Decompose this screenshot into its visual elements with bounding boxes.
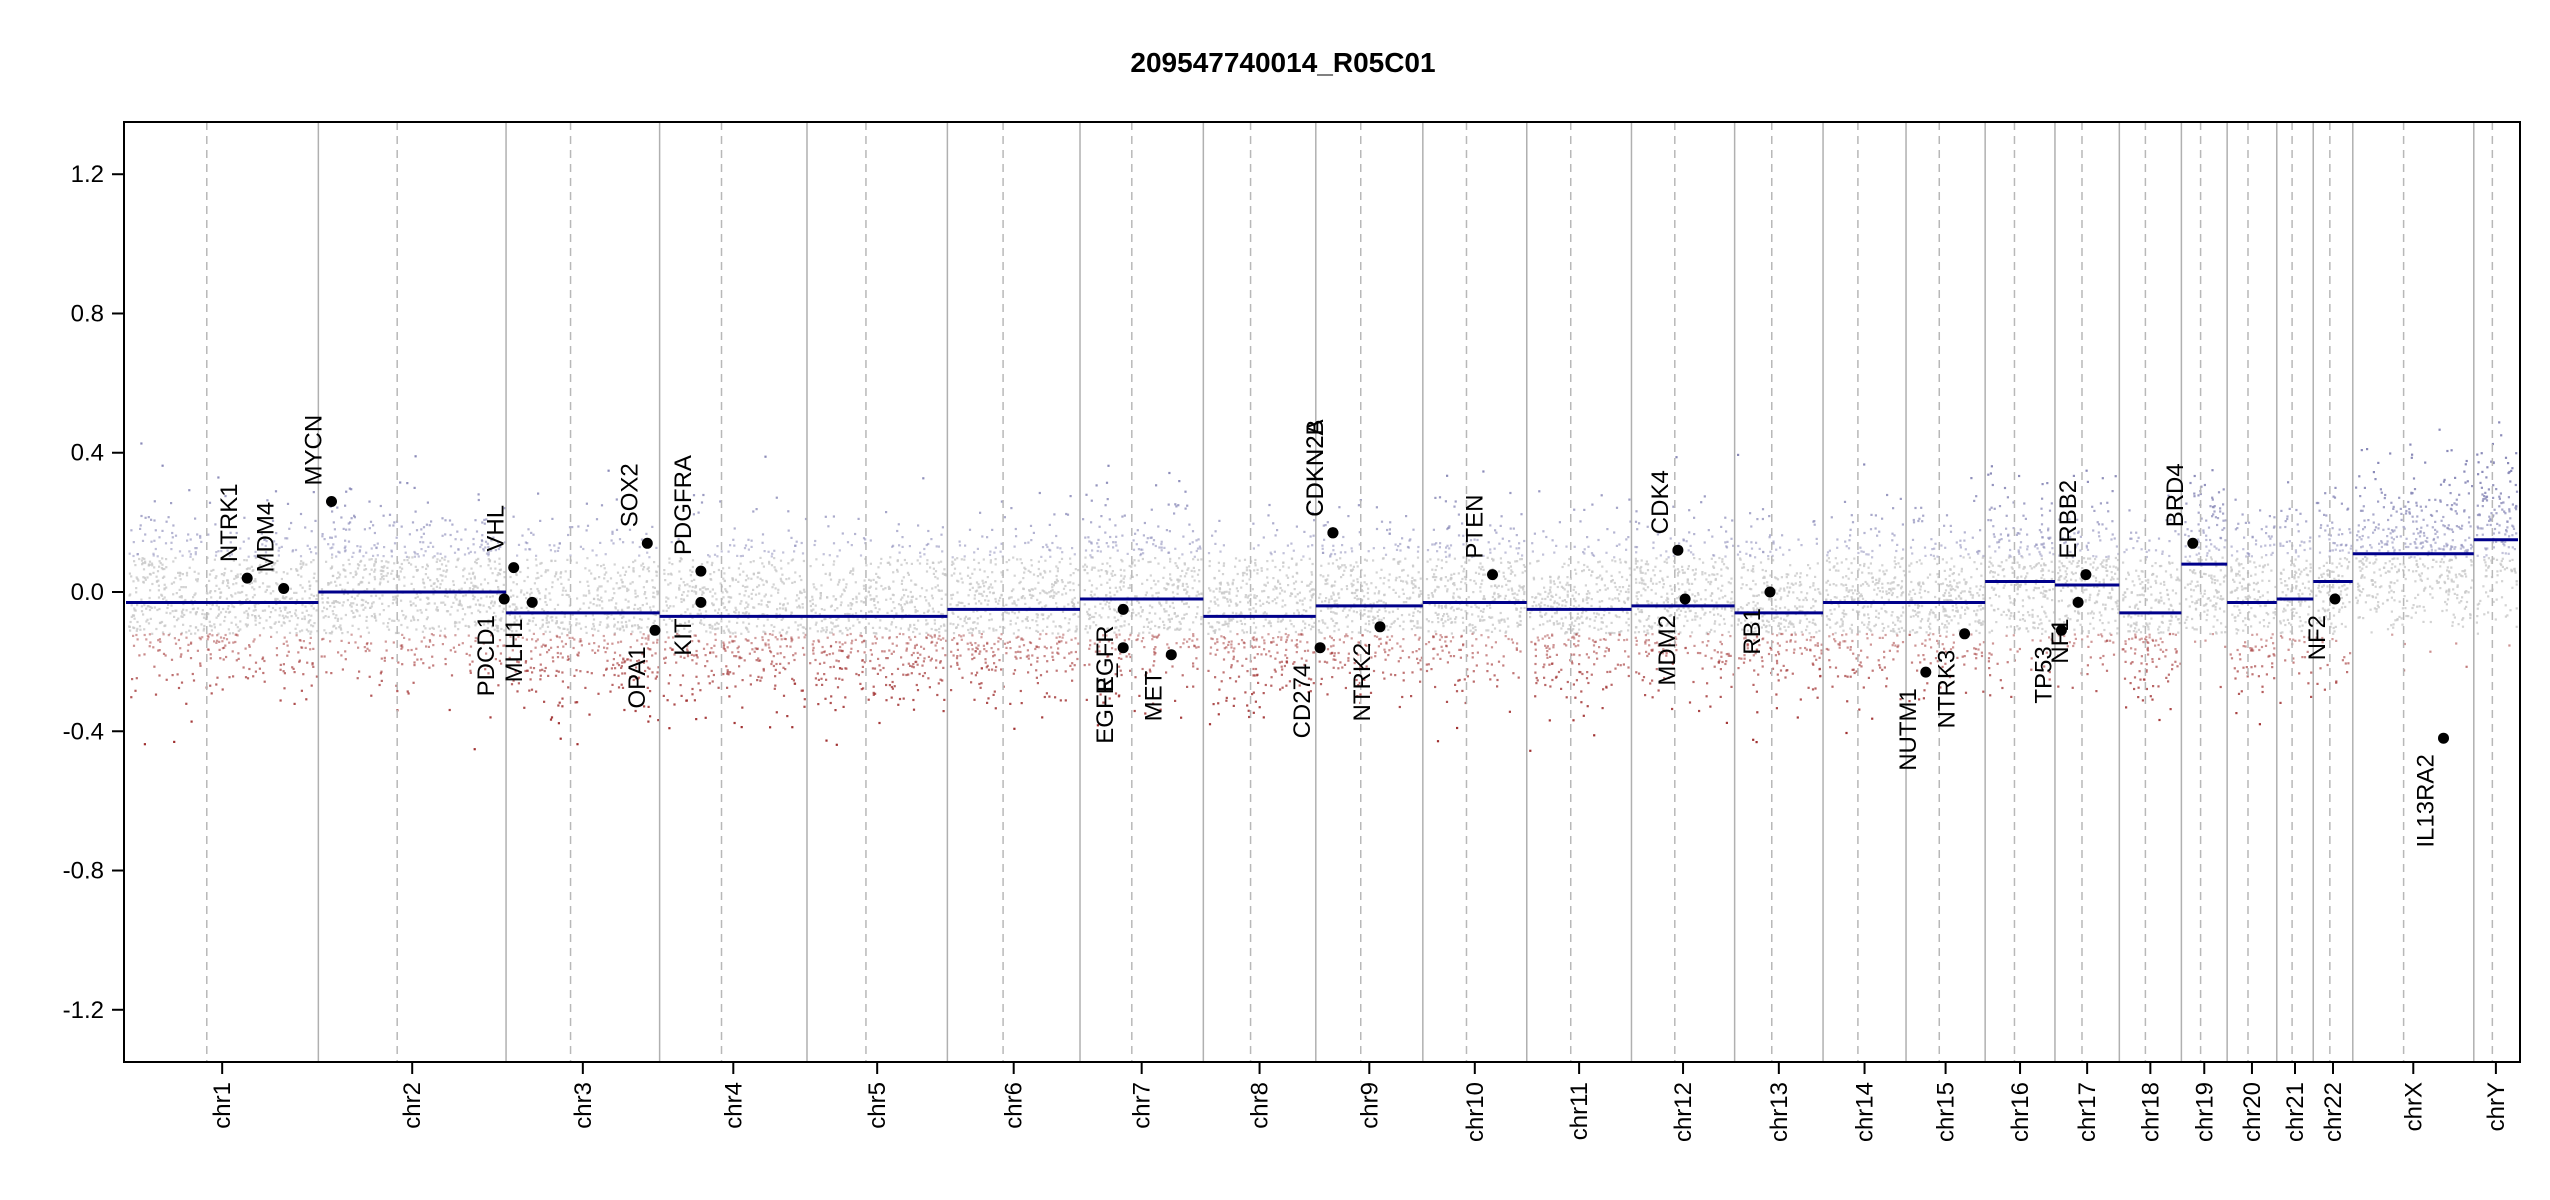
neutral-probes: [128, 556, 2518, 635]
chromosome-label: chr11: [1566, 1082, 1593, 1140]
segment-lines: [126, 538, 2518, 618]
gene-point: [2187, 537, 2199, 549]
gene-label: SOX2: [616, 463, 643, 527]
gene-label: NUTM1: [1895, 688, 1922, 771]
gene-point: [1165, 649, 1177, 661]
y-tick-label: -0.8: [63, 858, 104, 885]
chromosome-label: chr14: [1852, 1082, 1879, 1142]
gene-point: [2329, 593, 2341, 605]
chromosome-label: chr22: [2320, 1082, 2347, 1142]
gene-point: [1327, 527, 1339, 539]
gene-label: CDKN2A: [1302, 419, 1329, 516]
gene-point: [1117, 603, 1129, 615]
gain-probes: [128, 421, 2519, 559]
chromosome-label: chr19: [2191, 1082, 2218, 1142]
chromosome-label: chr6: [1001, 1082, 1028, 1129]
gene-label: VHL: [483, 505, 510, 552]
y-tick-label: 1.2: [71, 161, 104, 188]
gene-point: [649, 624, 661, 636]
gene-point: [278, 583, 290, 594]
gene-point: [2055, 624, 2067, 636]
gene-label: PDCD1: [473, 615, 500, 696]
gene-point: [641, 537, 653, 549]
gene-label: BRD4: [2162, 463, 2189, 527]
gene-point: [695, 565, 707, 577]
chromosome-label: chr12: [1670, 1082, 1697, 1142]
gene-label: IL13RA2: [2413, 754, 2440, 847]
y-tick-label: -0.4: [63, 718, 104, 745]
chromosome-label: chr21: [2282, 1082, 2309, 1142]
chromosome-label: chr20: [2239, 1082, 2266, 1142]
gene-point: [2072, 596, 2084, 608]
chromosome-label: chr15: [1933, 1082, 1960, 1142]
chromosome-label: chrX: [2400, 1082, 2427, 1131]
chromosome-label: chr10: [1462, 1082, 1489, 1142]
y-tick-label: 0.0: [71, 579, 104, 606]
gene-point: [1672, 544, 1684, 556]
chromosome-label: chr8: [1247, 1082, 1274, 1129]
gene-point: [526, 596, 538, 608]
gene-label: ERBB2: [2055, 480, 2082, 559]
chromosome-label: chr1: [209, 1082, 236, 1129]
gene-label: MDM2: [1654, 615, 1681, 686]
y-tick-label: -1.2: [63, 997, 104, 1024]
chromosome-label: chr9: [1356, 1082, 1383, 1129]
chromosome-label: chrY: [2483, 1082, 2510, 1131]
gene-point: [1679, 593, 1691, 605]
chromosome-boundaries: [206, 122, 2494, 1062]
y-axis: 1.2 0.8 0.4 0.0 -0.4 -0.8 -1.2: [63, 161, 124, 1024]
chart-title: 209547740014_R05C01: [1130, 47, 1435, 78]
gene-label: CDK4: [1647, 470, 1674, 534]
gene-label: PTEN: [1462, 495, 1489, 559]
gene-point: [2080, 569, 2092, 581]
gene-point: [695, 596, 707, 608]
x-axis: chr1 chr2 chr3 chr4 chr5 chr6 chr7 chr8 chr9 chr1…: [209, 1062, 2510, 1142]
gene-point: [1959, 628, 1971, 640]
y-tick-label: 0.8: [71, 300, 104, 327]
gene-label: CD274: [1289, 664, 1316, 739]
chromosome-label: chr17: [2074, 1082, 2101, 1142]
gene-point: [498, 593, 510, 605]
gene-point: [326, 496, 337, 507]
chromosome-label: chr3: [570, 1082, 597, 1129]
gene-point: [1487, 569, 1498, 581]
chromosome-label: chr7: [1129, 1082, 1156, 1129]
chromosome-label: chr18: [2137, 1082, 2164, 1142]
gene-label: EGFR: [1092, 625, 1119, 692]
gene-point: [1314, 642, 1326, 654]
gene-label: MLH1: [501, 618, 528, 682]
gene-label: NF2: [2304, 615, 2331, 660]
gene-label: NTRK1: [216, 483, 243, 562]
gene-label: PDGFRA: [670, 455, 697, 555]
gene-label: MET: [1140, 670, 1167, 721]
gene-point: [241, 572, 253, 584]
gene-annotations: NTRK1 MDM4 MYCN VHL PDCD1 MLH1 SOX2 OPA1 PDGFRA K…: [216, 415, 2449, 848]
chromosome-label: chr13: [1766, 1082, 1793, 1142]
gene-label: CDKN2B: [1302, 419, 1329, 516]
gene-label: TP53: [2030, 646, 2057, 703]
gene-label: OPA1: [624, 646, 651, 708]
chromosome-label: chr2: [399, 1082, 426, 1129]
gene-point: [1920, 666, 1932, 678]
gene-label: KIT: [670, 618, 697, 656]
y-tick-label: 0.4: [71, 440, 104, 467]
gene-label: MYCN: [301, 415, 328, 486]
gene-point: [1117, 642, 1129, 654]
probe-points: [128, 421, 2519, 752]
chromosome-label: chr5: [864, 1082, 891, 1129]
gene-label: EGFR_: [1092, 663, 1119, 744]
gene-label: NTRK2: [1349, 643, 1376, 722]
chromosome-label: chr16: [2007, 1082, 2034, 1142]
gene-label: NF1: [2047, 618, 2074, 663]
gene-point: [1764, 586, 1776, 598]
gene-label: NTRK3: [1934, 650, 1961, 729]
chromosome-label: chr4: [720, 1082, 747, 1129]
gene-point: [1374, 621, 1386, 633]
gene-point: [2438, 732, 2449, 744]
gene-label: MDM4: [253, 502, 280, 573]
gene-label: RB1: [1739, 608, 1766, 655]
gene-point: [508, 562, 520, 574]
